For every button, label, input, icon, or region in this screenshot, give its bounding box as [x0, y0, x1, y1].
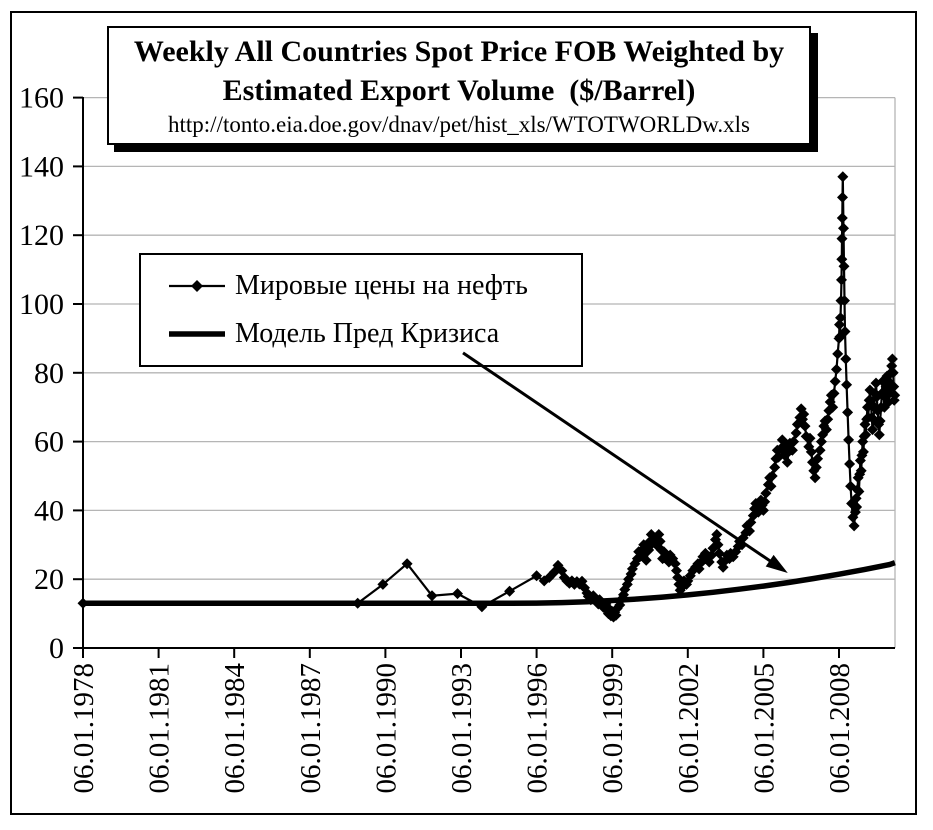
legend-item-world-oil-prices: Мировые цены на нефть: [168, 270, 581, 302]
price-series-markers: [77, 171, 901, 623]
y-tick-label-160: 160: [19, 82, 64, 115]
diamond-line-marker-icon: [169, 280, 225, 293]
y-tick-label-20: 20: [34, 563, 64, 596]
y-tick-label-60: 60: [34, 426, 64, 459]
x-tick-label-2008: 06.01.2008: [824, 663, 856, 794]
y-tick-label-140: 140: [19, 150, 64, 183]
x-tick-label-1999: 06.01.1999: [597, 663, 629, 794]
legend-box: Мировые цены на нефть Модель Пред Кризис…: [139, 253, 583, 367]
x-tick-label-1981: 06.01.1981: [144, 663, 176, 794]
x-tick-label-1978: 06.01.1978: [68, 663, 100, 794]
figure-border: [10, 11, 917, 815]
y-tick-label-100: 100: [19, 288, 64, 321]
thick-line-marker-icon: [169, 330, 225, 337]
x-tick-label-1984: 06.01.1984: [219, 663, 251, 794]
legend-item-precrisis-model: Модель Пред Кризиса: [168, 318, 581, 350]
x-tick-label-1990: 06.01.1990: [370, 663, 402, 794]
y-tick-label-80: 80: [34, 357, 64, 390]
chart-source-url: http://tonto.eia.doe.gov/dnav/pet/hist_x…: [168, 112, 750, 137]
x-tick-label-2002: 06.01.2002: [673, 663, 705, 794]
x-tick-label-1987: 06.01.1987: [295, 663, 327, 794]
legend-label-precrisis-model: Модель Пред Кризиса: [235, 317, 500, 349]
chart-title-line2: Estimated Export Volume ($/Barrel): [222, 74, 696, 107]
legend-label-world-oil-prices: Мировые цены на нефть: [235, 270, 528, 302]
y-tick-label-0: 0: [49, 632, 64, 665]
price-line: [83, 176, 896, 620]
y-tick-label-120: 120: [19, 219, 64, 252]
model-line: [83, 560, 896, 607]
y-tick-label-40: 40: [34, 494, 64, 527]
x-tick-label-2005: 06.01.2005: [748, 663, 780, 794]
chart-title-line1: Weekly All Countries Spot Price FOB Weig…: [133, 35, 785, 68]
x-tick-label-1993: 06.01.1993: [446, 663, 478, 794]
x-tick-label-1996: 06.01.1996: [522, 663, 554, 794]
title-box: Weekly All Countries Spot Price FOB Weig…: [107, 26, 811, 145]
